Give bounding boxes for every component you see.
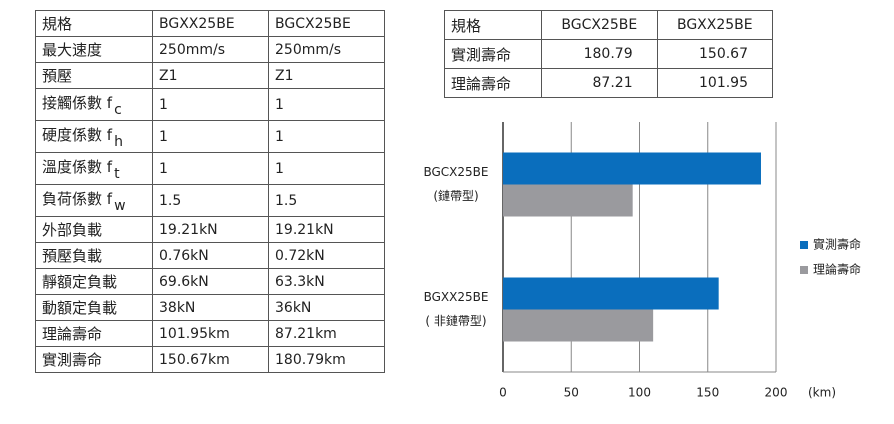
cell: 1 — [268, 152, 385, 185]
cell-text: 溫度係數 f — [42, 157, 113, 176]
bar — [503, 309, 654, 342]
category-note: (鏈帶型) — [433, 188, 478, 203]
row: 外部負載 19.21kN 19.21kN — [35, 216, 385, 243]
cell: 0.76kN — [152, 242, 269, 269]
bar — [503, 184, 633, 217]
category-label: BGXX25BE — [424, 290, 489, 304]
row: 理論壽命 101.95km 87.21km — [35, 320, 385, 347]
cell: 靜額定負載 — [35, 268, 153, 295]
x-axis-label: (km) — [808, 386, 836, 400]
row: 預壓負載 0.76kN 0.72kN — [35, 242, 385, 269]
row: 實測壽命 180.79 150.67 — [444, 39, 774, 69]
cell: 實測壽命 — [35, 346, 153, 373]
cell: 180.79km — [268, 346, 385, 373]
legend-label: 實測壽命 — [813, 237, 861, 252]
row: 預壓 Z1 Z1 — [35, 62, 385, 89]
cell-subscript: w — [114, 197, 126, 214]
cell: 87.21km — [268, 320, 385, 347]
legend-label: 理論壽命 — [813, 262, 861, 277]
cell-subscript: c — [114, 101, 122, 118]
cell-text: 硬度係數 f — [42, 125, 113, 144]
life-table: 規格 BGCX25BE BGXX25BE 實測壽命 180.79 150.67 理論壽命 87… — [444, 10, 774, 98]
cell: Z1 — [152, 62, 269, 89]
row: 實測壽命 150.67km 180.79km — [35, 346, 385, 373]
row: 靜額定負載 69.6kN 63.3kN — [35, 268, 385, 295]
cell: 理論壽命 — [444, 68, 542, 98]
cell: 最大速度 — [35, 36, 153, 63]
cell: 1 — [152, 152, 269, 185]
header-cell: BGXX25BE — [656, 10, 774, 40]
cell-text: 負荷係數 f — [42, 189, 113, 208]
legend-swatch — [800, 266, 808, 274]
cell-text: 接觸係數 f — [42, 93, 113, 112]
cell: 1 — [268, 88, 385, 121]
x-tick-label: 0 — [499, 386, 507, 400]
bar — [503, 152, 761, 185]
cell: 19.21kN — [268, 216, 385, 243]
cell: 1 — [268, 120, 385, 153]
row: 負荷係數 f w 1.5 1.5 — [35, 184, 385, 217]
row: 最大速度 250mm/s 250mm/s — [35, 36, 385, 63]
category-note: ( 非鏈帶型) — [425, 313, 486, 328]
header-cell: 規格 — [35, 10, 153, 37]
x-tick-label: 50 — [564, 386, 579, 400]
cell: 1.5 — [268, 184, 385, 217]
cell-subscript: t — [114, 165, 120, 182]
cell: 預壓 — [35, 62, 153, 89]
cell: 150.67km — [152, 346, 269, 373]
spec-table: 規格 BGXX25BE BGCX25BE 最大速度 250mm/s 250mm/s 預壓 Z1… — [35, 10, 385, 373]
cell: Z1 — [268, 62, 385, 89]
legend-swatch — [800, 241, 808, 249]
cell: 101.95 — [656, 68, 774, 98]
cell: 0.72kN — [268, 242, 385, 269]
x-tick-label: 100 — [628, 386, 651, 400]
bar — [503, 277, 719, 310]
cell: 外部負載 — [35, 216, 153, 243]
header-row: 規格 BGXX25BE BGCX25BE — [35, 10, 385, 37]
x-tick-label: 200 — [765, 386, 788, 400]
row: 理論壽命 87.21 101.95 — [444, 68, 774, 98]
header-cell: BGXX25BE — [152, 10, 269, 37]
category-label: BGCX25BE — [423, 165, 488, 179]
cell-subscript: h — [114, 133, 123, 150]
cell: 19.21kN — [152, 216, 269, 243]
cell: 150.67 — [656, 39, 774, 69]
x-tick-label: 150 — [696, 386, 719, 400]
cell: 250mm/s — [268, 36, 385, 63]
